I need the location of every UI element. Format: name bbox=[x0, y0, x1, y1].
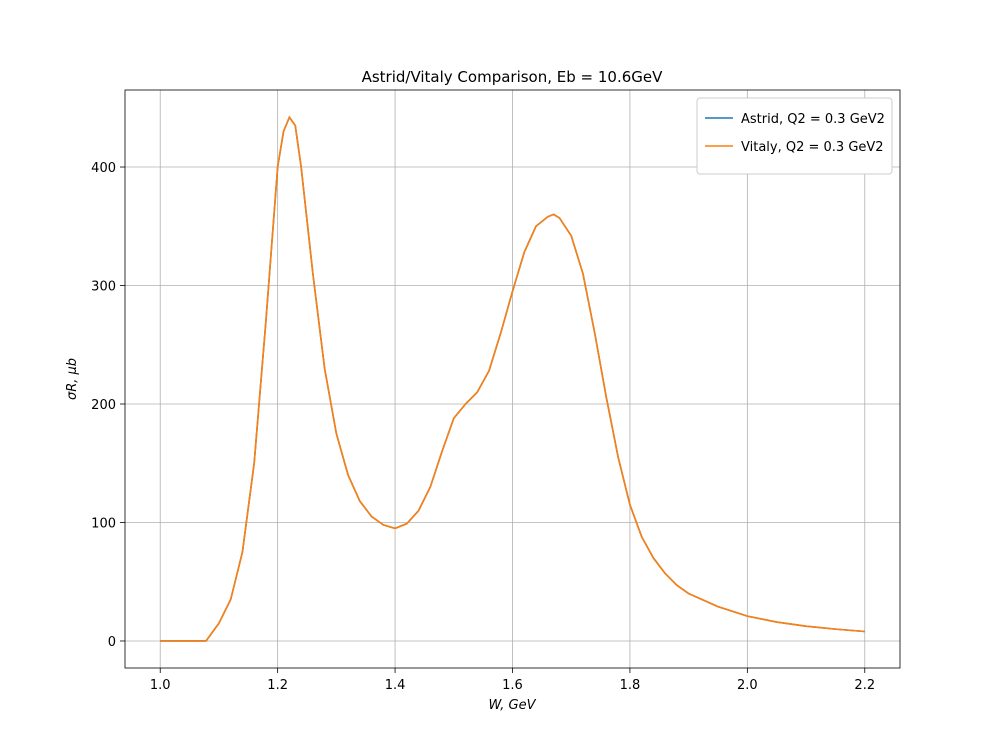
x-tick-label: 1.8 bbox=[620, 678, 641, 693]
x-tick-label: 1.2 bbox=[267, 678, 288, 693]
y-tick-label: 400 bbox=[91, 161, 116, 176]
y-axis-label: σR, μb bbox=[65, 358, 80, 400]
chart-title: Astrid/Vitaly Comparison, Eb = 10.6GeV bbox=[362, 68, 664, 86]
x-tick-label: 1.4 bbox=[385, 678, 406, 693]
y-tick-label: 300 bbox=[91, 280, 116, 295]
y-tick-label: 0 bbox=[108, 635, 116, 650]
data-line bbox=[160, 115, 865, 642]
y-tick-label: 100 bbox=[91, 516, 116, 531]
legend-label: Astrid, Q2 = 0.3 GeV2 bbox=[741, 112, 885, 127]
x-tick-label: 1.0 bbox=[150, 678, 171, 693]
legend-box bbox=[696, 97, 893, 175]
x-axis-label: W, GeV bbox=[488, 698, 536, 713]
y-tick-label: 200 bbox=[91, 398, 116, 413]
x-tick-label: 2.2 bbox=[854, 678, 875, 693]
legend-label: Vitaly, Q2 = 0.3 GeV2 bbox=[741, 140, 884, 155]
plot-frame bbox=[124, 89, 901, 669]
x-tick-label: 2.0 bbox=[737, 678, 758, 693]
x-tick-label: 1.6 bbox=[502, 678, 523, 693]
